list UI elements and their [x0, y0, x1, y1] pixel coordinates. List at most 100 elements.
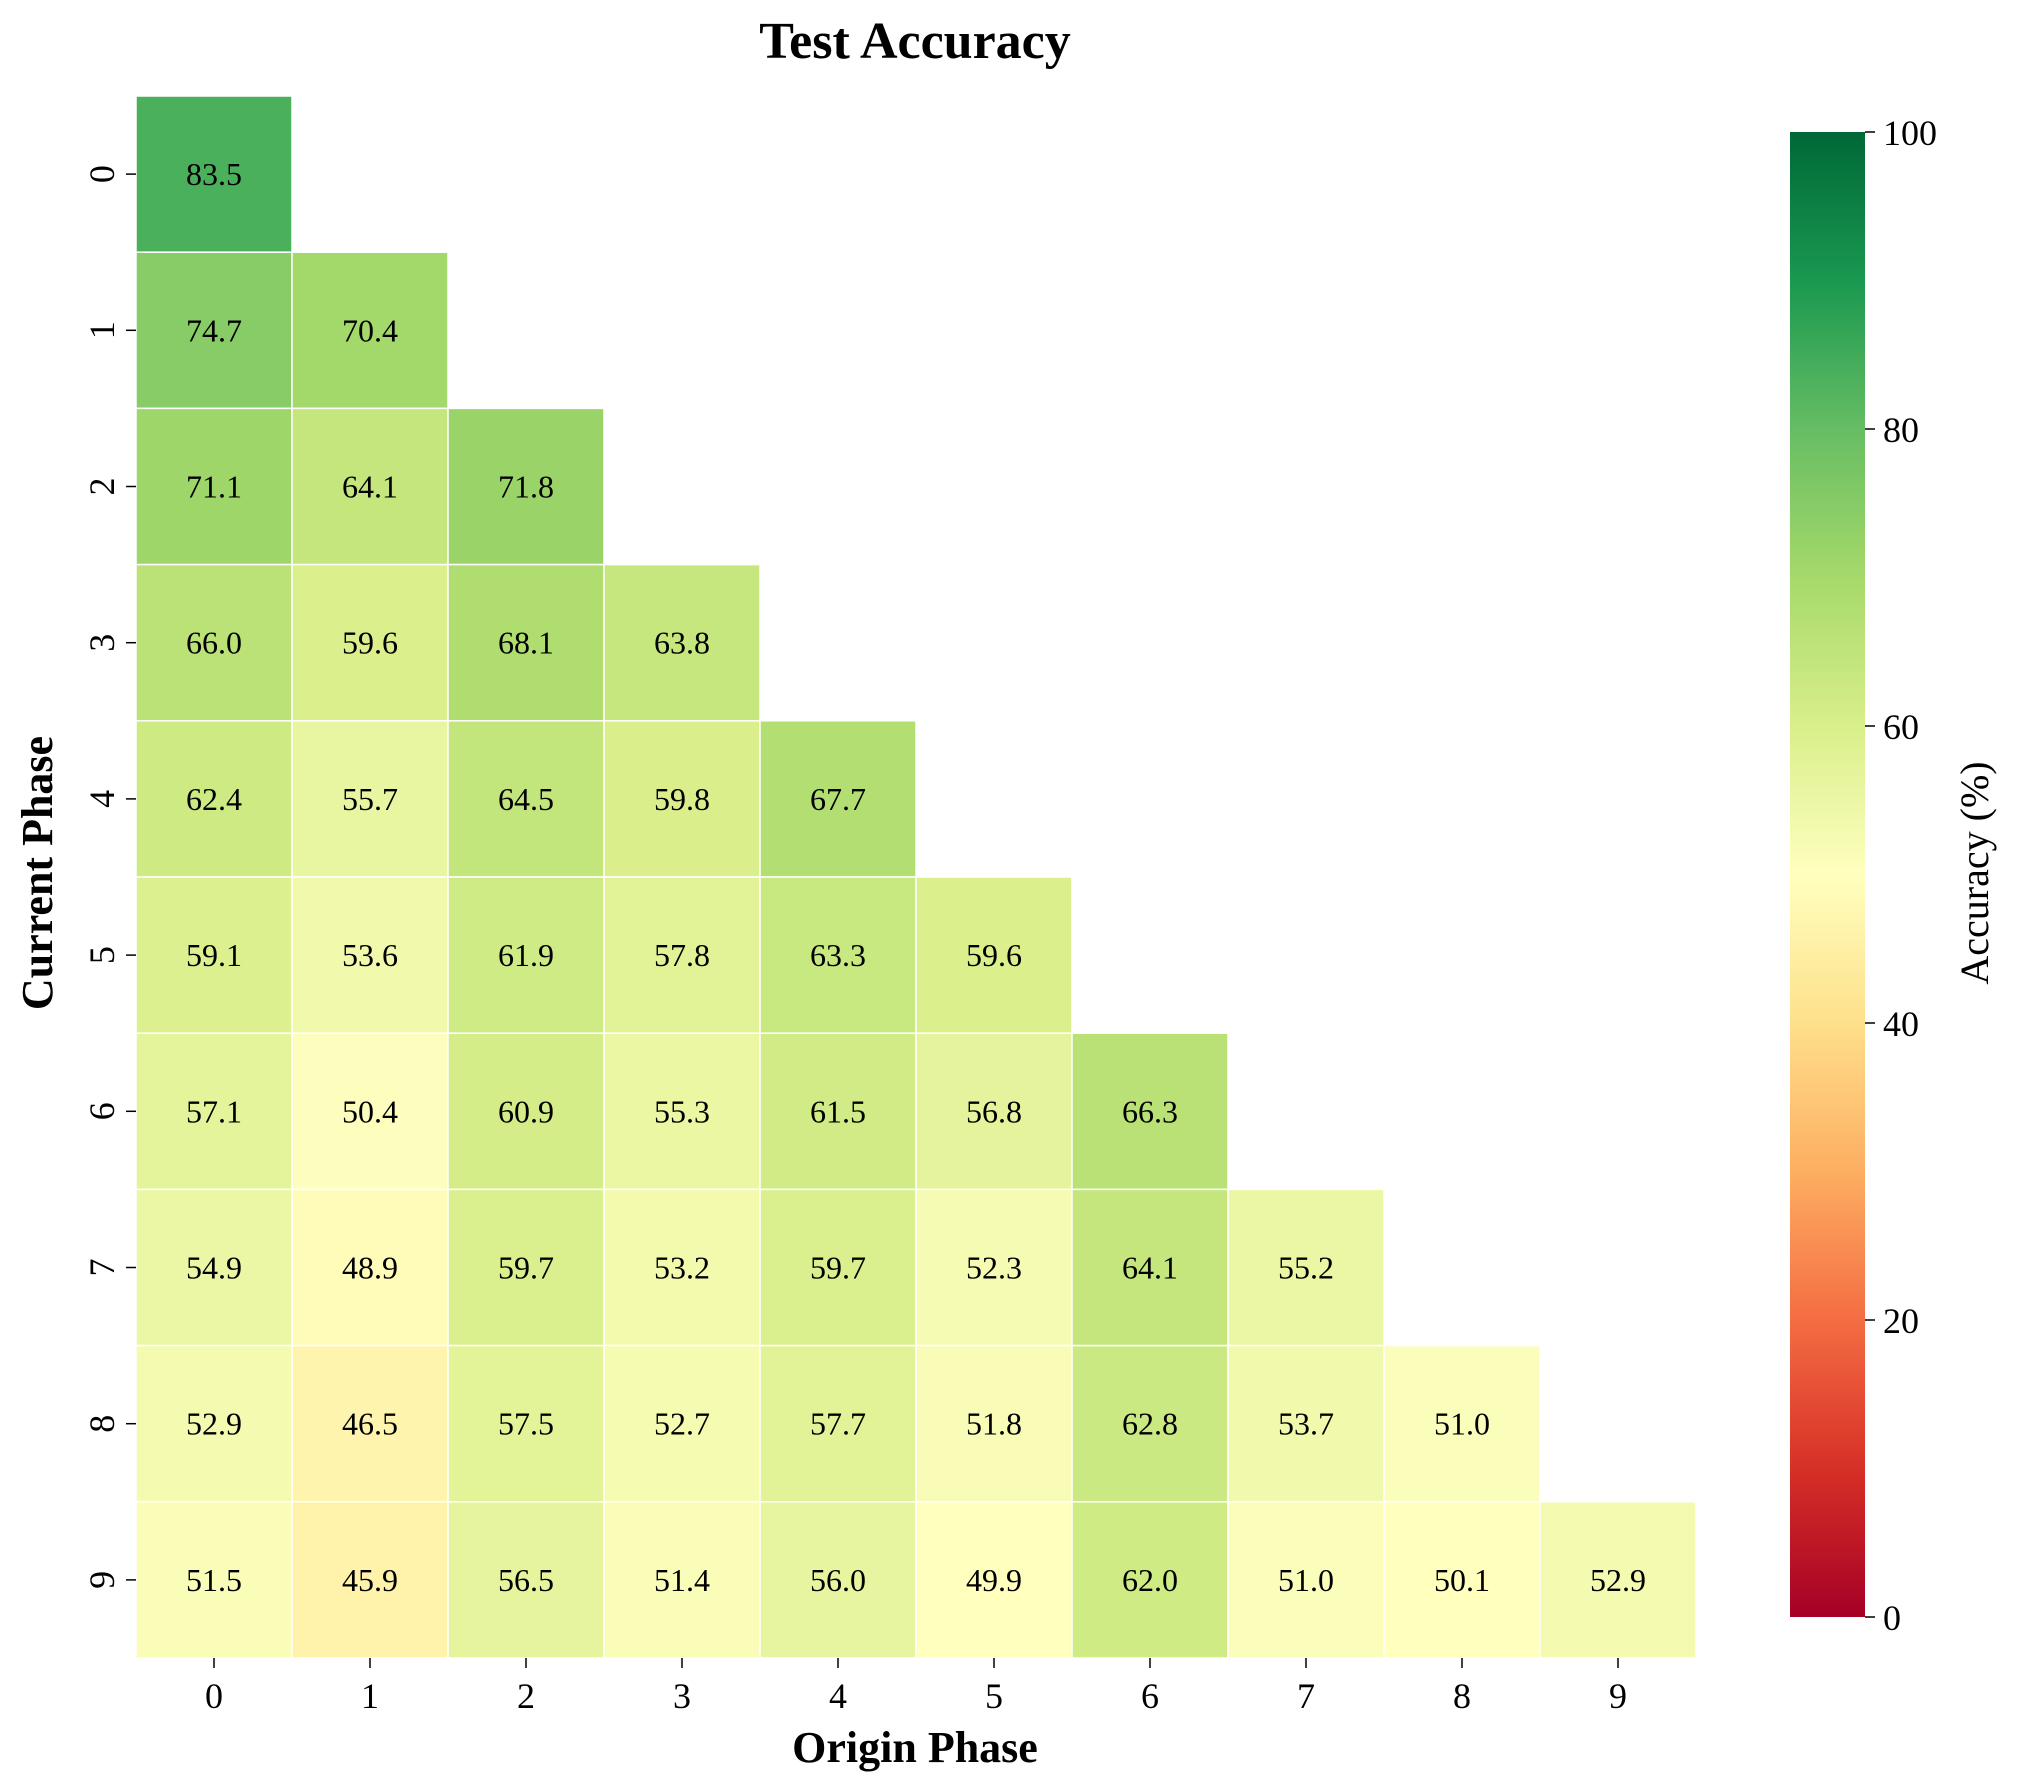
cell-value-r2-c0: 71.1: [186, 469, 242, 505]
y-tick-label-0: 0: [82, 165, 122, 183]
heatmap-cell-r2-c2: [447, 407, 605, 566]
heatmap-cell-r9-c5: [915, 1501, 1073, 1659]
cell-value-r4-c4: 67.7: [810, 781, 866, 817]
heatmap-cell-r1-c0: [135, 251, 293, 410]
cell-value-r7-c0: 54.9: [186, 1250, 242, 1286]
cell-value-r6-c6: 66.3: [1122, 1093, 1178, 1129]
cell-value-r8-c2: 57.5: [498, 1406, 554, 1442]
y-tick-label-4: 4: [82, 790, 122, 808]
heatmap-cell-r4-c3: [603, 720, 761, 878]
cell-value-r8-c3: 52.7: [654, 1406, 710, 1442]
cell-value-r9-c5: 49.9: [966, 1562, 1022, 1598]
heatmap-cell-r5-c4: [759, 876, 917, 1034]
cell-value-r5-c1: 53.6: [342, 937, 398, 973]
y-tick-label-3: 3: [82, 634, 122, 652]
heatmap-cell-r2-c0: [135, 407, 293, 566]
cell-value-r5-c3: 57.8: [654, 937, 710, 973]
heatmap-cell-r6-c5: [915, 1032, 1073, 1191]
y-tick-label-2: 2: [82, 478, 122, 496]
cell-value-r7-c3: 53.2: [654, 1250, 710, 1286]
heatmap-cell-r5-c1: [291, 876, 449, 1034]
x-tick-label-9: 9: [1609, 1676, 1627, 1716]
cell-value-r9-c9: 52.9: [1590, 1562, 1646, 1598]
y-tick-label-1: 1: [82, 321, 122, 339]
colorbar-tick-label-100: 100: [1883, 113, 1937, 153]
heatmap-cell-r0-c0: [135, 95, 293, 253]
cell-value-r8-c0: 52.9: [186, 1406, 242, 1442]
heatmap-cell-r6-c0: [135, 1032, 293, 1191]
cell-value-r4-c3: 59.8: [654, 781, 710, 817]
cell-value-r9-c2: 56.5: [498, 1562, 554, 1598]
y-tick-label-6: 6: [82, 1102, 122, 1120]
heatmap-cell-r5-c2: [447, 876, 605, 1034]
heatmap-cell-r9-c3: [603, 1501, 761, 1659]
colorbar-label: Accuracy (%): [1952, 761, 1997, 984]
cell-value-r2-c1: 64.1: [342, 469, 398, 505]
heatmap-cell-r5-c3: [603, 876, 761, 1034]
heatmap-cell-r6-c6: [1071, 1032, 1229, 1191]
heatmap-cell-r8-c5: [915, 1344, 1073, 1503]
heatmap-cell-r4-c1: [291, 720, 449, 878]
cell-value-r7-c7: 55.2: [1278, 1250, 1334, 1286]
x-tick-label-8: 8: [1453, 1676, 1471, 1716]
heatmap-cell-r9-c0: [135, 1501, 293, 1659]
y-tick-label-5: 5: [82, 946, 122, 964]
cell-value-r5-c0: 59.1: [186, 937, 242, 973]
x-axis-ticks: 0 1 2 3 4 5 6 7 8 9: [205, 1658, 1627, 1716]
cell-value-r6-c0: 57.1: [186, 1093, 242, 1129]
y-tick-label-8: 8: [82, 1415, 122, 1433]
cell-value-r4-c0: 62.4: [186, 781, 242, 817]
chart-title: Test Accuracy: [759, 13, 1070, 70]
y-axis-ticks: 0 1 2 3 4 5 6 7 8 9: [82, 165, 136, 1589]
cell-value-r8-c6: 62.8: [1122, 1406, 1178, 1442]
heatmap-cell-r7-c2: [447, 1188, 605, 1347]
cell-value-r2-c2: 71.8: [498, 469, 554, 505]
colorbar-ticks: 0 20 40 60 80 100: [1865, 113, 1937, 1638]
heatmap-cell-r7-c6: [1071, 1188, 1229, 1347]
cell-value-r7-c5: 52.3: [966, 1250, 1022, 1286]
heatmap-cell-r8-c8: [1383, 1344, 1541, 1503]
cell-value-r9-c0: 51.5: [186, 1562, 242, 1598]
heatmap-cell-r9-c2: [447, 1501, 605, 1659]
cell-value-r9-c7: 51.0: [1278, 1562, 1334, 1598]
heatmap-cell-r8-c2: [447, 1344, 605, 1503]
cell-value-r1-c0: 74.7: [186, 312, 242, 348]
x-tick-label-3: 3: [673, 1676, 691, 1716]
cell-value-r1-c1: 70.4: [342, 312, 398, 348]
cell-value-r7-c6: 64.1: [1122, 1250, 1178, 1286]
heatmap-cell-r8-c6: [1071, 1344, 1229, 1503]
cell-value-r5-c5: 59.6: [966, 937, 1022, 973]
heatmap-cell-r9-c7: [1227, 1501, 1385, 1659]
cell-value-r8-c1: 46.5: [342, 1406, 398, 1442]
cell-value-r4-c2: 64.5: [498, 781, 554, 817]
x-axis-label: Origin Phase: [792, 1723, 1038, 1772]
cell-value-r9-c4: 56.0: [810, 1562, 866, 1598]
cell-value-r3-c0: 66.0: [186, 625, 242, 661]
x-tick-label-5: 5: [985, 1676, 1003, 1716]
heatmap-cell-r7-c0: [135, 1188, 293, 1347]
cell-value-r3-c2: 68.1: [498, 625, 554, 661]
cell-value-r3-c1: 59.6: [342, 625, 398, 661]
heatmap-cell-r8-c0: [135, 1344, 293, 1503]
heatmap-cell-r6-c3: [603, 1032, 761, 1191]
cell-value-r8-c5: 51.8: [966, 1406, 1022, 1442]
heatmap-cell-r2-c1: [291, 407, 449, 566]
cell-value-r9-c8: 50.1: [1434, 1562, 1490, 1598]
cell-value-r7-c1: 48.9: [342, 1250, 398, 1286]
x-tick-label-7: 7: [1297, 1676, 1315, 1716]
cell-value-r9-c1: 45.9: [342, 1562, 398, 1598]
cell-value-r7-c2: 59.7: [498, 1250, 554, 1286]
cell-value-r6-c4: 61.5: [810, 1093, 866, 1129]
heatmap-cell-r6-c1: [291, 1032, 449, 1191]
x-tick-label-4: 4: [829, 1676, 847, 1716]
y-tick-label-9: 9: [82, 1571, 122, 1589]
cell-value-r6-c3: 55.3: [654, 1093, 710, 1129]
heatmap-cells: 83.5 74.7 70.4 71.1 64.1 71.8 66.0 59.6 68.1 63.8…: [135, 95, 1697, 1659]
cell-value-r0-c0: 83.5: [186, 156, 242, 192]
cell-value-r8-c4: 57.7: [810, 1406, 866, 1442]
heatmap-cell-r8-c1: [291, 1344, 449, 1503]
heatmap-cell-r3-c1: [291, 563, 449, 722]
x-tick-label-6: 6: [1141, 1676, 1159, 1716]
cell-value-r5-c4: 63.3: [810, 937, 866, 973]
